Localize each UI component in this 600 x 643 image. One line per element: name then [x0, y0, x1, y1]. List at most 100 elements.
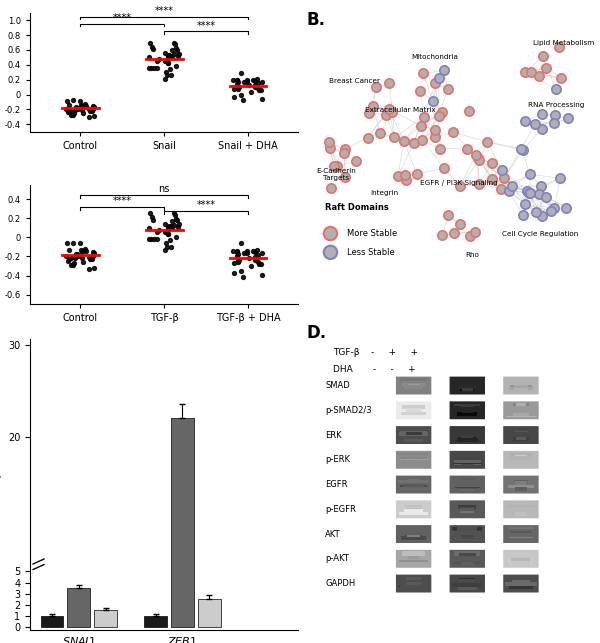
Point: [504, 185, 514, 195]
FancyBboxPatch shape: [503, 550, 539, 568]
Point: [455, 181, 464, 192]
Point: [443, 84, 452, 94]
Bar: [513, 437, 529, 441]
Point: [253, 83, 263, 93]
Bar: [398, 480, 429, 483]
Point: [233, 246, 242, 257]
Bar: [458, 505, 476, 509]
Text: Raft Domains: Raft Domains: [325, 203, 389, 212]
Point: [145, 234, 154, 244]
FancyBboxPatch shape: [449, 575, 485, 592]
Point: [234, 255, 244, 265]
Bar: [403, 484, 424, 487]
Point: [257, 93, 267, 104]
Point: [162, 242, 172, 252]
Bar: [514, 503, 529, 507]
Point: [161, 67, 171, 77]
Point: [166, 221, 176, 231]
Point: [332, 161, 342, 171]
Bar: [460, 389, 475, 391]
Bar: [513, 413, 529, 416]
Bar: [512, 580, 530, 584]
Point: [546, 206, 556, 216]
Point: [68, 260, 78, 271]
Bar: [408, 556, 419, 559]
FancyBboxPatch shape: [503, 575, 539, 592]
Point: [232, 79, 242, 89]
Point: [145, 222, 154, 233]
Bar: [509, 386, 533, 390]
Point: [163, 58, 172, 68]
Point: [434, 73, 443, 83]
FancyBboxPatch shape: [396, 377, 431, 395]
Point: [257, 270, 267, 280]
Point: [169, 49, 179, 59]
Bar: [398, 586, 429, 587]
Point: [61, 104, 71, 114]
Point: [160, 245, 170, 255]
Point: [77, 246, 86, 257]
Bar: [461, 435, 473, 439]
Point: [539, 51, 548, 61]
Point: [61, 251, 71, 262]
Bar: [510, 563, 532, 565]
Circle shape: [324, 246, 337, 259]
Bar: [94, 610, 117, 627]
Point: [167, 51, 177, 62]
Bar: [406, 408, 421, 412]
Point: [239, 248, 249, 258]
Point: [145, 38, 155, 48]
FancyBboxPatch shape: [449, 525, 485, 543]
Point: [430, 78, 440, 88]
Bar: [511, 558, 530, 561]
Point: [536, 181, 546, 191]
Bar: [402, 405, 425, 409]
Point: [487, 158, 497, 168]
Text: ERK: ERK: [325, 431, 342, 440]
Point: [173, 51, 183, 61]
Point: [64, 244, 74, 255]
Y-axis label: Relative Expression: Relative Expression: [0, 437, 2, 532]
Point: [65, 105, 74, 116]
Text: Extracellular Matrix: Extracellular Matrix: [365, 107, 436, 113]
Point: [561, 203, 571, 213]
Point: [448, 127, 458, 137]
Bar: [404, 439, 423, 442]
Bar: [399, 432, 428, 436]
Bar: [406, 577, 421, 579]
Bar: [461, 464, 473, 466]
Point: [68, 109, 78, 120]
Point: [521, 199, 530, 210]
Text: Mitochondria: Mitochondria: [412, 53, 458, 60]
Point: [169, 219, 179, 230]
Point: [148, 44, 158, 55]
Point: [416, 120, 425, 131]
Bar: [460, 578, 475, 581]
Bar: [404, 532, 423, 534]
Point: [368, 101, 378, 111]
FancyBboxPatch shape: [396, 476, 431, 494]
Point: [236, 68, 246, 78]
Point: [248, 75, 258, 86]
Point: [85, 251, 94, 262]
Text: p-EGFR: p-EGFR: [325, 505, 356, 514]
Bar: [459, 437, 476, 440]
Point: [388, 107, 397, 117]
Point: [166, 70, 175, 80]
Point: [174, 48, 184, 59]
FancyBboxPatch shape: [503, 500, 539, 518]
Text: SMAD: SMAD: [325, 381, 350, 390]
Point: [170, 39, 180, 50]
Point: [233, 249, 242, 259]
Bar: [462, 410, 473, 413]
Point: [229, 258, 238, 268]
FancyBboxPatch shape: [503, 476, 539, 494]
Point: [525, 188, 535, 199]
Bar: [454, 552, 480, 556]
Point: [62, 239, 71, 249]
Point: [526, 68, 535, 78]
Point: [166, 50, 176, 60]
Point: [163, 56, 172, 66]
Point: [163, 53, 173, 63]
Point: [74, 104, 83, 114]
